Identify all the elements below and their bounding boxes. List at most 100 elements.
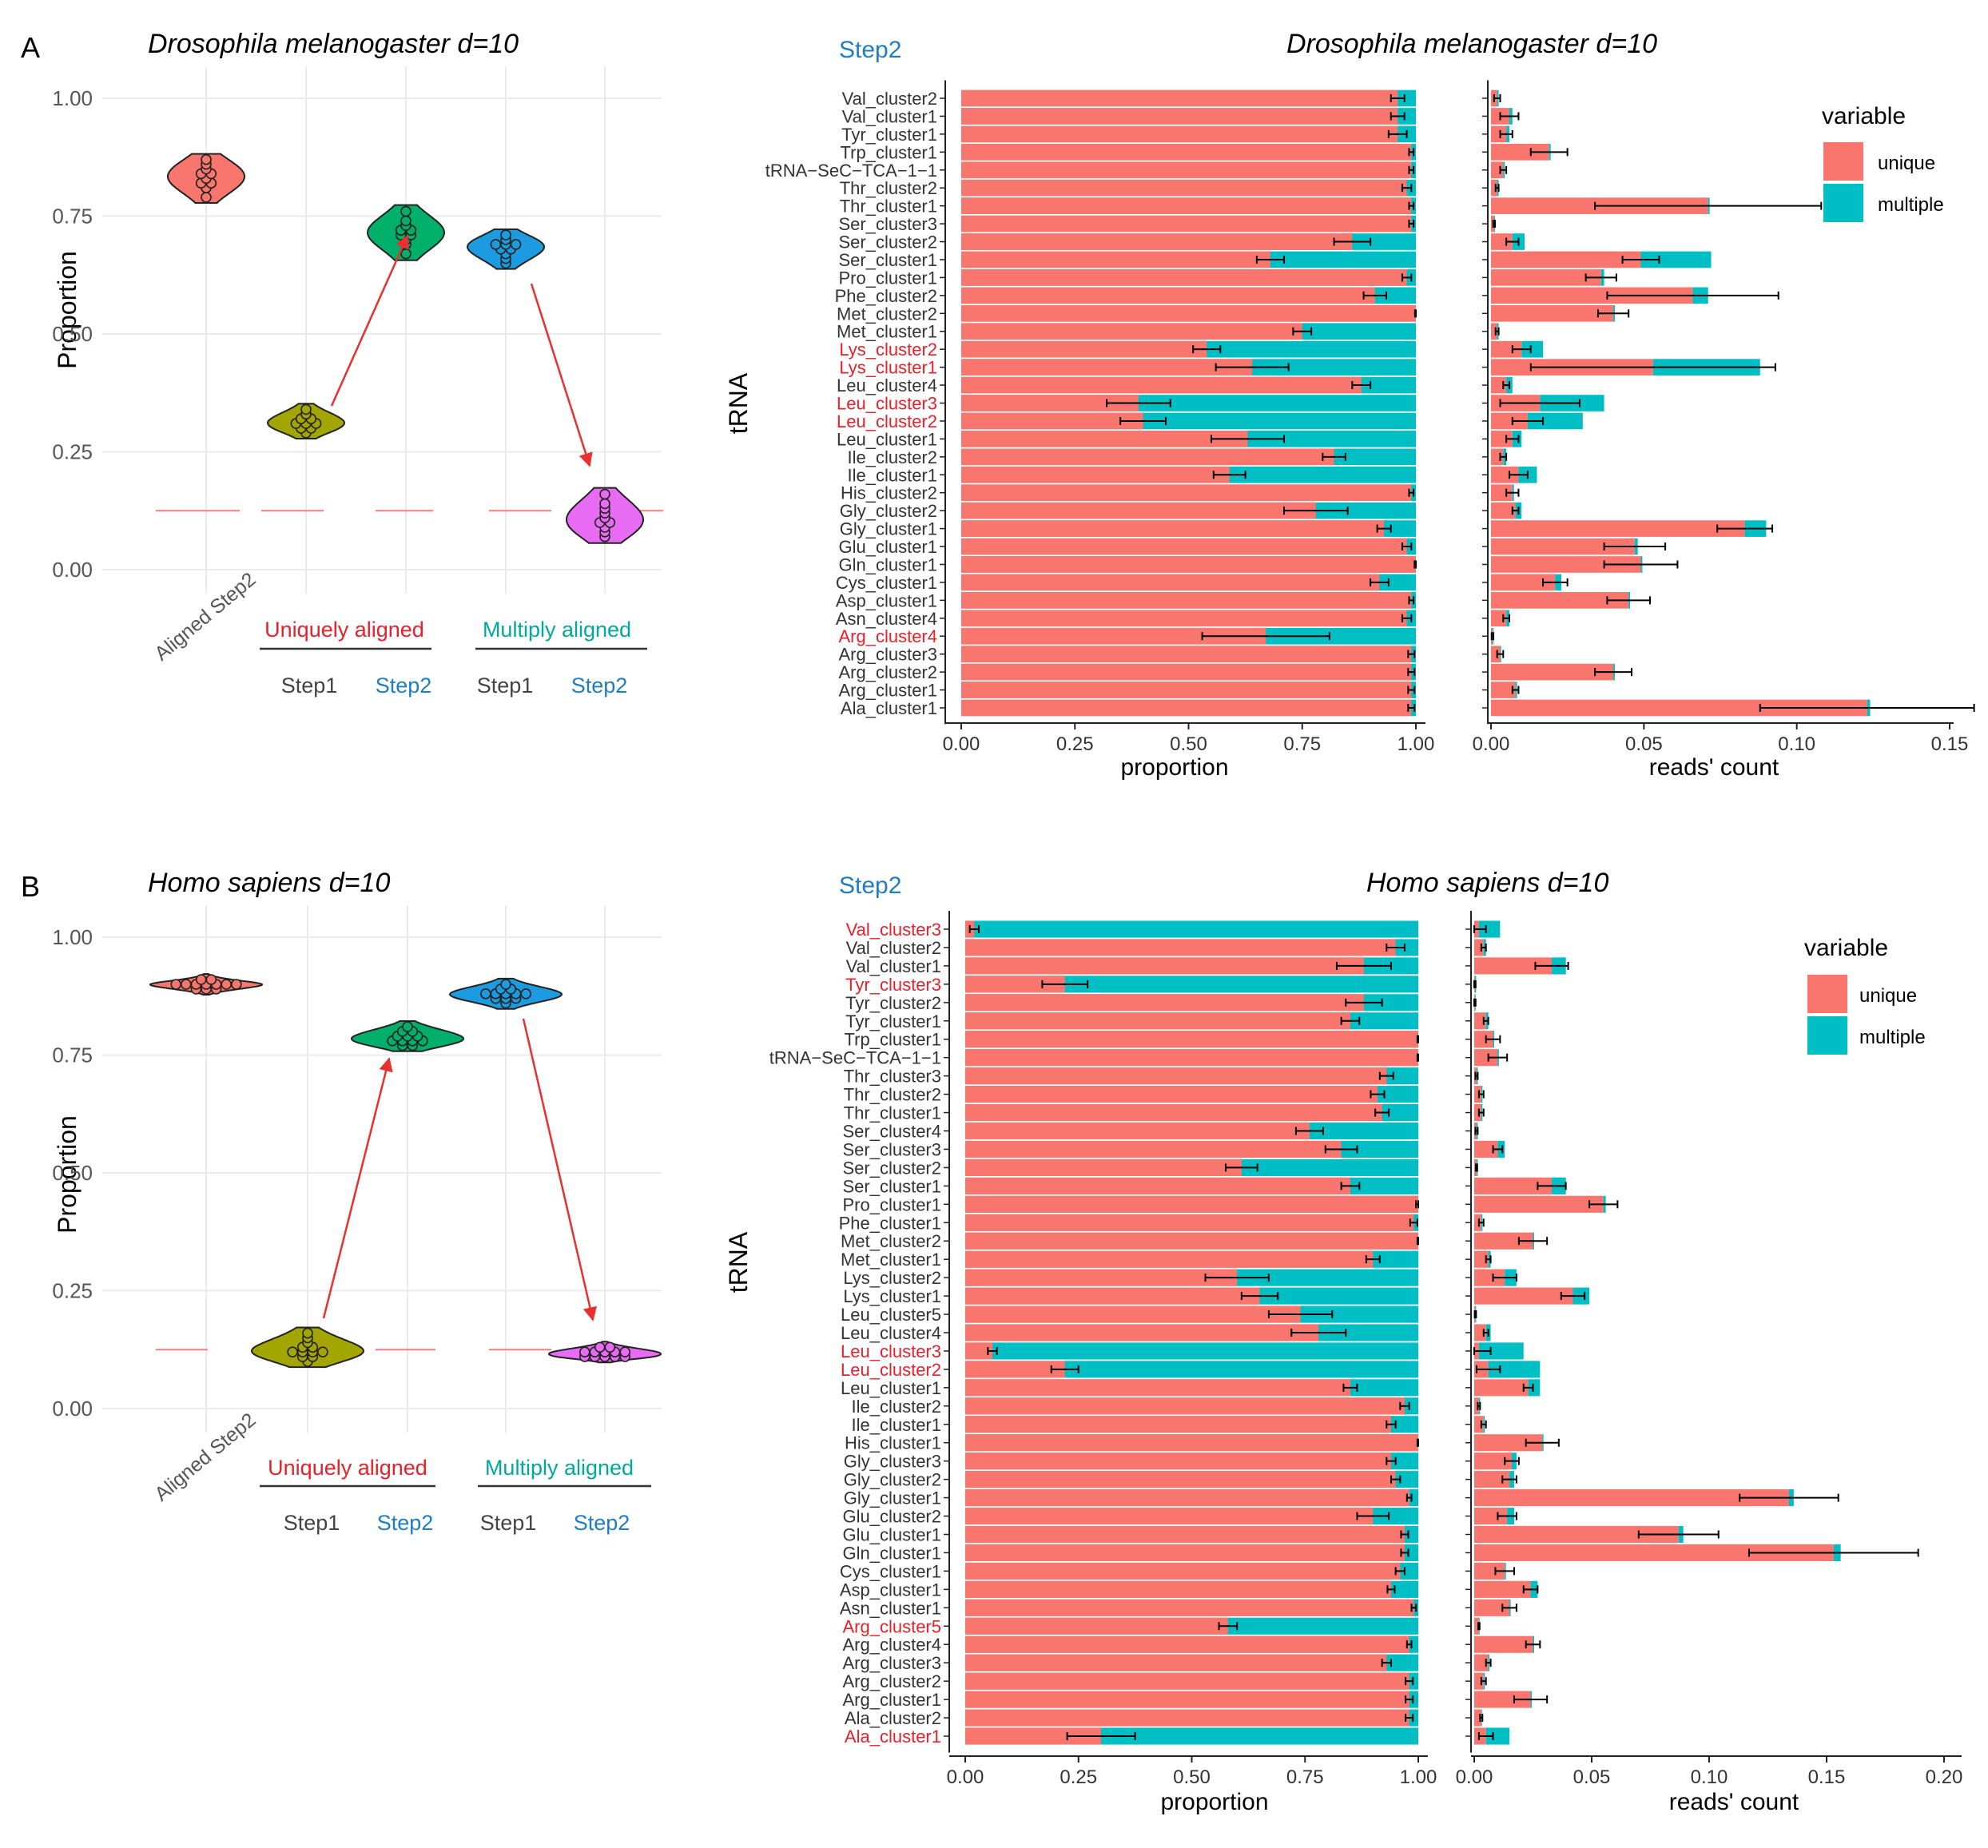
data-point bbox=[520, 988, 532, 1000]
data-point bbox=[400, 215, 412, 227]
bar-unique-count bbox=[1491, 610, 1507, 627]
x-tick-label: 0.25 bbox=[1060, 1767, 1097, 1788]
bar-unique-proportion bbox=[965, 1617, 1228, 1635]
bar-unique-proportion bbox=[965, 1269, 1238, 1286]
bar-unique-count bbox=[1491, 251, 1641, 268]
data-point bbox=[500, 229, 511, 240]
legend-b-multiple-swatch bbox=[1807, 1016, 1847, 1055]
bar-unique-proportion bbox=[961, 161, 1412, 179]
category-label: Val_cluster3 bbox=[846, 920, 941, 940]
violin-plot-b: Proportion 0.00 0.25 0.50 0.75 1.00 Aligned … bbox=[52, 905, 662, 1535]
category-label: Met_cluster1 bbox=[837, 322, 937, 342]
y-tick-label: 0.25 bbox=[52, 1279, 93, 1303]
bar-unique-count bbox=[1491, 161, 1504, 179]
x-tick-label: 1.00 bbox=[1400, 1767, 1437, 1788]
violin-b-sub-step2-multiply: Step2 bbox=[574, 1511, 630, 1535]
category-label: Lys_cluster2 bbox=[843, 1268, 941, 1288]
bar-unique-proportion bbox=[961, 287, 1375, 304]
x-tick-label: 0.20 bbox=[1926, 1767, 1963, 1788]
x-tick-label: 0.10 bbox=[1778, 733, 1815, 755]
data-point bbox=[230, 979, 242, 990]
bar-unique-count bbox=[1474, 1617, 1479, 1635]
category-label: Asn_cluster1 bbox=[840, 1598, 941, 1618]
bar-multiple-proportion bbox=[965, 1342, 1418, 1360]
category-label: Arg_cluster4 bbox=[842, 1635, 941, 1655]
category-label: Glu_cluster1 bbox=[838, 537, 937, 557]
category-label: Phe_cluster2 bbox=[835, 286, 937, 306]
bar-b-xlabel-right: reads' count bbox=[1669, 1789, 1799, 1815]
bar-unique-proportion bbox=[961, 251, 1270, 268]
bar-unique-proportion bbox=[965, 1122, 1310, 1140]
category-label: Cys_cluster1 bbox=[836, 573, 937, 593]
data-point bbox=[300, 403, 312, 415]
arrow-unique-step1-to-step2-b bbox=[322, 1057, 393, 1319]
bar-unique-count bbox=[1491, 699, 1867, 717]
category-label: Leu_cluster1 bbox=[841, 1378, 941, 1398]
bar-unique-proportion bbox=[961, 376, 1362, 394]
category-label: Arg_cluster3 bbox=[838, 645, 937, 665]
category-label: Met_cluster2 bbox=[841, 1231, 941, 1251]
category-label: Gln_cluster1 bbox=[842, 1543, 941, 1563]
panel-b-step-label: Step2 bbox=[839, 872, 901, 899]
category-label: Ile_cluster2 bbox=[847, 447, 937, 467]
data-point bbox=[599, 498, 610, 510]
bar-unique-count bbox=[1491, 323, 1497, 340]
violin-a-sub-step1-multiply: Step1 bbox=[477, 674, 534, 697]
bar-unique-count bbox=[1474, 1324, 1486, 1341]
violin-plot-a: Proportion 0.00 0.25 0.50 0.75 1.00 Aligned … bbox=[52, 66, 663, 697]
bar-unique-proportion bbox=[965, 1580, 1391, 1598]
category-label: Val_cluster2 bbox=[842, 89, 937, 109]
bar-unique-count bbox=[1491, 340, 1522, 358]
bar-unique-count bbox=[1474, 1049, 1498, 1067]
data-point bbox=[400, 205, 412, 217]
panel-b: B Homo sapiens d=10 Step2 Homo sapiens d… bbox=[21, 868, 1962, 1815]
bar-unique-proportion bbox=[965, 1214, 1414, 1231]
bar-unique-proportion bbox=[961, 197, 1412, 214]
category-label: Ser_cluster1 bbox=[838, 250, 937, 270]
category-label: Trp_cluster1 bbox=[845, 1030, 941, 1050]
bar-unique-proportion bbox=[961, 627, 1266, 645]
bar-unique-proportion bbox=[961, 592, 1412, 609]
data-point bbox=[490, 239, 502, 250]
category-label: Ser_cluster3 bbox=[842, 1139, 941, 1159]
panel-b-violin-title: Homo sapiens d=10 bbox=[148, 868, 390, 898]
category-label: Thr_cluster1 bbox=[840, 197, 937, 217]
violin-b-sub-step2-uniquely: Step2 bbox=[377, 1511, 434, 1535]
category-label: Gly_cluster1 bbox=[844, 1488, 941, 1508]
legend-a-unique-label: unique bbox=[1878, 153, 1935, 174]
data-point bbox=[599, 488, 610, 500]
bar-unique-count bbox=[1491, 431, 1513, 447]
bar-unique-count bbox=[1474, 1599, 1510, 1616]
x-tick-label: 0.05 bbox=[1573, 1767, 1611, 1788]
bar-unique-count bbox=[1474, 1580, 1531, 1598]
bar-unique-count bbox=[1474, 1471, 1510, 1488]
bar-unique-proportion bbox=[961, 215, 1412, 232]
bar-unique-count bbox=[1474, 1453, 1513, 1470]
category-label: Leu_cluster1 bbox=[837, 429, 937, 449]
bar-multiple-count bbox=[1521, 340, 1544, 358]
bar-unique-count bbox=[1474, 1525, 1679, 1544]
bar-unique-proportion bbox=[965, 939, 1396, 956]
data-point bbox=[317, 1346, 328, 1357]
bar-unique-count bbox=[1474, 1103, 1481, 1122]
category-label: Ala_cluster2 bbox=[845, 1708, 941, 1728]
bar-multiple-proportion bbox=[965, 976, 1418, 993]
bar-unique-proportion bbox=[965, 1342, 993, 1360]
bar-unique-count bbox=[1491, 179, 1497, 197]
panel-b-letter: B bbox=[21, 870, 40, 903]
x-tick-label: 0.10 bbox=[1691, 1767, 1728, 1788]
category-label: Arg_cluster2 bbox=[842, 1671, 941, 1691]
bar-unique-count bbox=[1491, 574, 1556, 591]
bar-unique-proportion bbox=[965, 1672, 1409, 1690]
data-point bbox=[195, 974, 207, 985]
bar-unique-proportion bbox=[965, 1306, 1301, 1323]
bar-unique-count bbox=[1491, 646, 1501, 662]
bar-multiple-count bbox=[1485, 1727, 1510, 1745]
violin-b-sub-step1-multiply: Step1 bbox=[480, 1511, 537, 1535]
bar-unique-count bbox=[1491, 682, 1516, 698]
bar-unique-proportion bbox=[965, 1489, 1409, 1507]
category-label: Leu_cluster5 bbox=[841, 1305, 941, 1325]
legend-a-multiple-swatch bbox=[1823, 184, 1863, 222]
y-tick-label: 1.00 bbox=[52, 86, 93, 110]
